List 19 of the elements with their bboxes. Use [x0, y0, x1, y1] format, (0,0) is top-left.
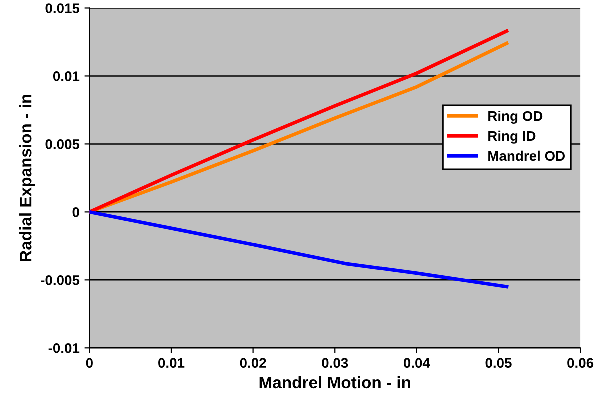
y-tick-label: -0.005: [41, 275, 80, 286]
legend-label: Mandrel OD: [488, 150, 566, 162]
x-tick-label: 0.03: [322, 358, 348, 368]
x-tick-label: 0.01: [158, 358, 185, 368]
x-tick-label: 0.04: [404, 358, 430, 368]
legend-label: Ring OD: [488, 110, 543, 124]
x-tick-label: 0.05: [486, 358, 512, 368]
x-axis-title: Mandrel Motion - in: [260, 376, 410, 389]
x-tick-label: 0: [86, 358, 93, 368]
y-axis-title: Radial Expansion - in: [19, 94, 36, 262]
x-tick-label: 0.02: [240, 358, 266, 368]
legend-label: Ring ID: [488, 130, 536, 144]
x-tick-label: 0.06: [568, 358, 594, 368]
y-tick-label: -0.01: [48, 343, 80, 354]
y-tick-label: 0.01: [53, 72, 80, 82]
y-tick-label: 0: [72, 208, 80, 218]
y-tick-label: 0.015: [46, 4, 80, 14]
y-tick-label: 0.005: [46, 140, 80, 150]
line-series: [90, 210, 509, 289]
